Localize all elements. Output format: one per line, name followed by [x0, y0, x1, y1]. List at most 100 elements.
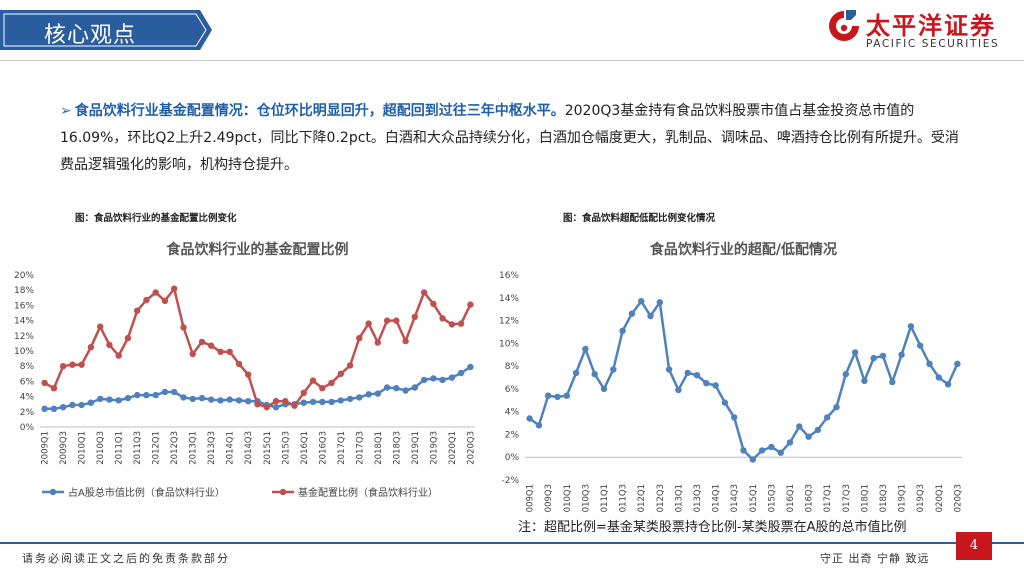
- data-point: [161, 388, 169, 396]
- y-tick-label: 6%: [20, 377, 35, 387]
- data-point: [402, 337, 409, 345]
- data-point: [374, 339, 381, 346]
- data-point: [124, 394, 132, 402]
- x-tick-label: 2011Q3: [619, 484, 629, 513]
- x-tick-label: 2013Q3: [693, 484, 703, 513]
- data-point: [319, 398, 326, 406]
- data-point: [263, 404, 270, 411]
- data-point: [563, 392, 570, 399]
- data-point: [851, 349, 859, 356]
- data-point: [731, 414, 738, 421]
- data-point: [59, 363, 67, 370]
- data-point: [383, 317, 391, 324]
- data-point: [526, 415, 533, 422]
- x-tick-label: 2017Q1: [823, 484, 833, 513]
- data-point: [272, 398, 280, 405]
- data-point: [346, 362, 354, 369]
- data-point: [861, 377, 868, 385]
- data-point: [703, 380, 710, 387]
- x-tick-label: 2015Q1: [749, 484, 759, 513]
- y-tick-label: 2%: [20, 408, 35, 418]
- x-tick-label: 2009Q3: [59, 431, 69, 465]
- data-point: [245, 398, 252, 405]
- data-point: [226, 396, 233, 403]
- data-point: [180, 394, 187, 401]
- data-point: [106, 341, 113, 349]
- footer-disclaimer: 请务必阅读正文之后的免责条款部分: [22, 552, 230, 565]
- data-point: [124, 334, 132, 342]
- data-point: [365, 320, 372, 327]
- y-tick-label: 0%: [505, 453, 520, 463]
- data-point: [69, 401, 76, 409]
- data-point: [628, 310, 636, 317]
- x-tick-label: 2012Q1: [152, 431, 162, 465]
- data-point: [319, 385, 326, 392]
- data-point: [758, 447, 766, 454]
- x-tick-label: 2015Q3: [767, 484, 777, 513]
- bottom-divider: [0, 542, 1024, 544]
- data-point: [684, 369, 691, 377]
- data-point: [226, 348, 233, 355]
- data-point: [647, 312, 654, 320]
- x-tick-label: 2019Q3: [916, 484, 926, 513]
- x-tick-label: 2018Q1: [374, 431, 384, 465]
- data-point: [365, 391, 372, 398]
- chart-note: 注：超配比例=基金某类股票持仓比例-某类股票在A股的总市值比例: [518, 520, 907, 535]
- data-point: [675, 386, 682, 394]
- data-point: [235, 397, 243, 404]
- data-point: [383, 384, 391, 391]
- data-point: [115, 352, 122, 359]
- y-tick-label: 16%: [14, 301, 34, 311]
- x-tick-label: 2015Q3: [281, 431, 291, 465]
- y-tick-label: 14%: [14, 317, 34, 327]
- data-point: [448, 374, 456, 381]
- x-tick-label: 2011Q3: [133, 431, 143, 465]
- data-point: [97, 323, 104, 330]
- x-tick-label: 2016Q3: [805, 484, 815, 513]
- bullet-arrow-icon: ➢: [60, 103, 72, 119]
- data-point: [115, 397, 122, 404]
- data-point: [134, 391, 141, 399]
- y-tick-label: 12%: [14, 332, 34, 342]
- x-tick-label: 2010Q3: [96, 431, 106, 465]
- data-point: [439, 376, 446, 384]
- data-point: [97, 395, 104, 403]
- section-header-tab: 核心观点: [0, 10, 212, 50]
- data-point: [291, 402, 298, 409]
- y-tick-label: 18%: [14, 286, 34, 296]
- data-point: [59, 404, 67, 411]
- data-point: [143, 296, 150, 304]
- data-point: [889, 378, 896, 386]
- data-point: [842, 370, 849, 378]
- x-tick-label: 2017Q3: [355, 431, 365, 465]
- data-point: [143, 391, 150, 399]
- y-tick-label: 10%: [14, 347, 34, 357]
- data-point: [420, 289, 428, 296]
- x-tick-label: 2017Q3: [842, 484, 852, 513]
- company-logo: 太平洋证券 PACIFIC SECURITIES: [826, 8, 1016, 54]
- x-tick-label: 2015Q1: [263, 431, 273, 465]
- data-point: [198, 338, 206, 346]
- x-tick-label: 2009Q1: [41, 431, 51, 465]
- legend-marker: [49, 488, 57, 496]
- x-tick-label: 2013Q1: [189, 431, 199, 465]
- data-point: [796, 423, 803, 430]
- legend-marker: [279, 488, 287, 496]
- x-tick-label: 2014Q3: [244, 431, 254, 465]
- x-tick-label: 2010Q1: [78, 431, 88, 465]
- data-point: [402, 387, 409, 394]
- right-chart-caption: 图：食品饮料超配低配比例变化情况: [563, 213, 716, 224]
- x-tick-label: 2012Q1: [637, 484, 647, 513]
- data-point: [272, 404, 280, 411]
- data-point: [300, 399, 307, 406]
- data-point: [777, 449, 784, 456]
- data-point: [87, 399, 95, 406]
- page-number: 4: [956, 532, 992, 560]
- data-point: [439, 315, 446, 322]
- y-tick-label: 2%: [505, 430, 520, 440]
- y-tick-label: 10%: [500, 339, 519, 349]
- x-tick-label: 2016Q1: [300, 431, 310, 465]
- data-point: [189, 350, 196, 358]
- data-point: [656, 299, 663, 306]
- data-point: [328, 379, 335, 387]
